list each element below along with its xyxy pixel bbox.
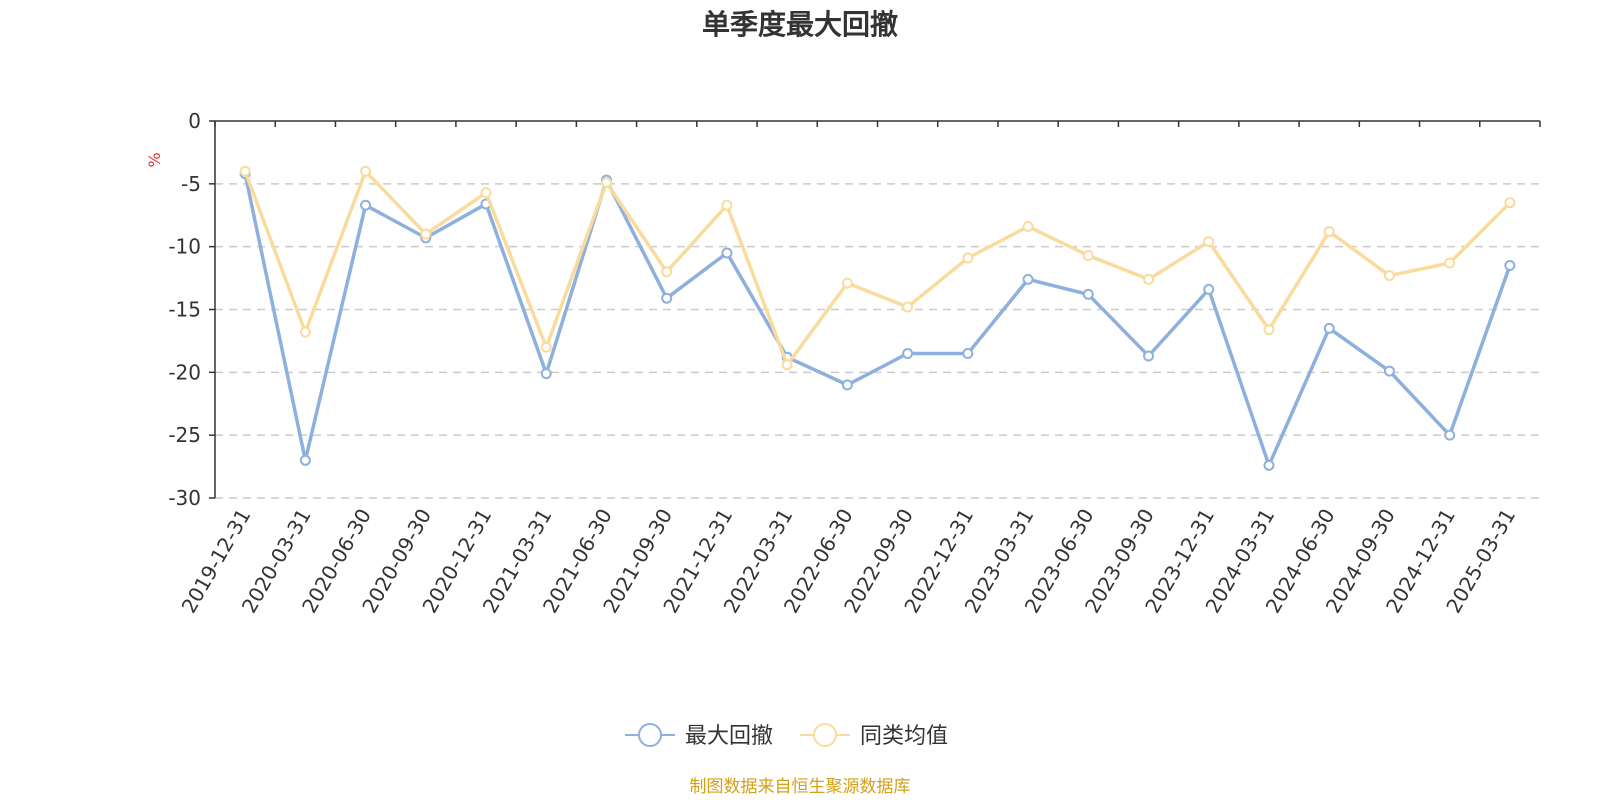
- data-point[interactable]: [480, 187, 492, 199]
- data-point[interactable]: [1143, 350, 1155, 362]
- data-point[interactable]: [1022, 273, 1034, 285]
- y-tick-label: -10: [168, 235, 201, 259]
- data-point[interactable]: [902, 347, 914, 359]
- data-point[interactable]: [1022, 221, 1034, 233]
- data-point[interactable]: [841, 277, 853, 289]
- data-point[interactable]: [299, 326, 311, 338]
- data-point[interactable]: [239, 165, 251, 177]
- chart-title: 单季度最大回撤: [702, 8, 898, 41]
- data-point[interactable]: [360, 165, 372, 177]
- legend[interactable]: 最大回撤 同类均值: [625, 723, 948, 749]
- data-point[interactable]: [420, 228, 432, 240]
- data-point[interactable]: [1444, 257, 1456, 269]
- data-point[interactable]: [841, 379, 853, 391]
- grid-lines: [215, 183, 1540, 499]
- data-point[interactable]: [661, 292, 673, 304]
- data-point[interactable]: [1203, 283, 1215, 295]
- data-point[interactable]: [661, 266, 673, 278]
- legend-item[interactable]: 同类均值: [800, 723, 948, 749]
- data-point[interactable]: [540, 368, 552, 380]
- data-point[interactable]: [962, 347, 974, 359]
- data-source-note: 制图数据来自恒生聚源数据库: [690, 777, 911, 797]
- data-point[interactable]: [1383, 365, 1395, 377]
- legend-marker: [638, 723, 662, 747]
- series-1: [239, 168, 1516, 471]
- legend-marker: [813, 723, 837, 747]
- series-line: [243, 173, 1512, 468]
- data-point[interactable]: [721, 247, 733, 259]
- data-point[interactable]: [1323, 226, 1335, 238]
- data-point[interactable]: [1444, 429, 1456, 441]
- y-tick-label: 0: [188, 109, 201, 133]
- legend-label: 最大回撤: [685, 724, 773, 749]
- y-tick-label: -5: [181, 172, 201, 196]
- data-point[interactable]: [1504, 197, 1516, 209]
- data-point[interactable]: [600, 177, 612, 189]
- data-point[interactable]: [781, 359, 793, 371]
- data-point[interactable]: [1263, 459, 1275, 471]
- legend-label: 同类均值: [860, 724, 948, 749]
- data-point[interactable]: [1383, 270, 1395, 282]
- data-point[interactable]: [299, 454, 311, 466]
- series-lines: [239, 165, 1516, 471]
- y-tick-label: -25: [168, 423, 201, 447]
- data-point[interactable]: [1143, 273, 1155, 285]
- y-tick-label: -20: [168, 360, 201, 384]
- data-point[interactable]: [360, 199, 372, 211]
- data-point[interactable]: [1082, 288, 1094, 300]
- data-point[interactable]: [721, 199, 733, 211]
- data-point[interactable]: [1504, 260, 1516, 272]
- data-point[interactable]: [902, 301, 914, 313]
- data-point[interactable]: [1082, 249, 1094, 261]
- axes: 0-5-10-15-20-25-302019-12-312020-03-3120…: [168, 109, 1541, 617]
- data-point[interactable]: [1203, 236, 1215, 248]
- data-point[interactable]: [962, 252, 974, 264]
- y-tick-label: -15: [168, 298, 201, 322]
- y-axis-unit: %: [145, 152, 164, 167]
- data-point[interactable]: [1323, 322, 1335, 334]
- series-2: [239, 165, 1516, 371]
- data-point[interactable]: [540, 341, 552, 353]
- data-point[interactable]: [1263, 324, 1275, 336]
- legend-item[interactable]: 最大回撤: [625, 723, 773, 749]
- y-tick-label: -30: [168, 486, 201, 510]
- series-line: [243, 169, 1512, 367]
